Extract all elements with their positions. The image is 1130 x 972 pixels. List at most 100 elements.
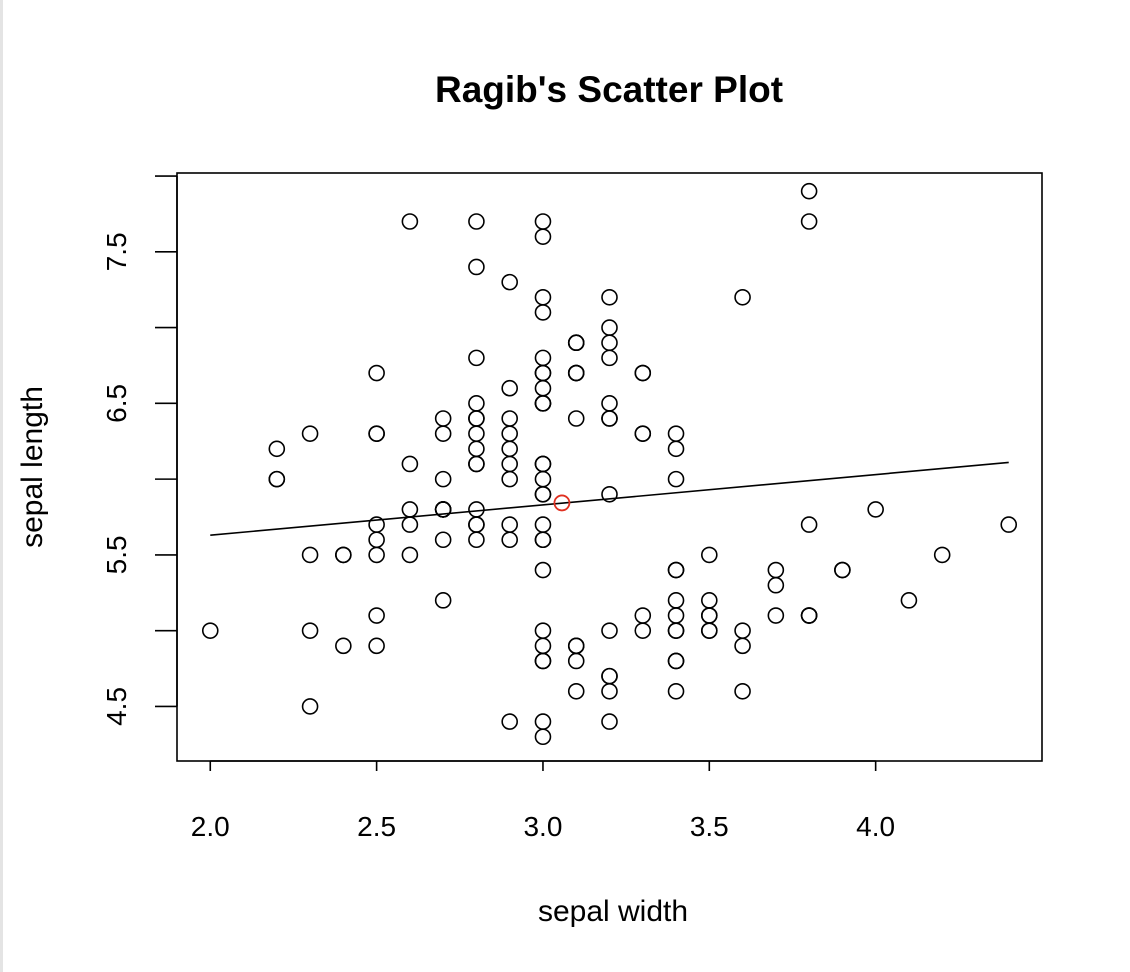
data-point [567, 410, 585, 427]
data-point [933, 546, 951, 564]
x-tick-label: 3.5 [690, 811, 729, 842]
data-point [534, 561, 552, 579]
data-point [534, 637, 552, 655]
data-point [368, 546, 385, 564]
data-point [767, 576, 785, 594]
regression-line [210, 461, 1009, 536]
data-point [468, 516, 485, 533]
data-point [534, 713, 552, 730]
data-point [335, 637, 352, 655]
data-point [534, 228, 552, 245]
data-point [501, 410, 518, 427]
x-tick-label: 3.0 [523, 811, 562, 842]
data-point [800, 607, 818, 624]
data-point [534, 349, 552, 367]
data-point [667, 440, 685, 458]
data-point [800, 213, 818, 230]
data-point [667, 592, 685, 609]
data-point [534, 652, 552, 670]
data-points [201, 182, 1018, 746]
data-point [867, 501, 884, 518]
data-point [667, 622, 685, 639]
data-point [468, 395, 485, 412]
data-point [434, 531, 452, 549]
data-point [434, 470, 452, 488]
plot-frame [176, 172, 1043, 762]
data-point [634, 364, 652, 382]
data-point [601, 395, 618, 412]
data-point [368, 637, 385, 655]
data-point [667, 470, 685, 488]
data-point [701, 622, 718, 639]
data-point [900, 592, 918, 609]
y-axis-label: sepal length [16, 386, 49, 548]
data-point [667, 561, 685, 579]
data-point [634, 425, 652, 442]
y-tick-label: 5.5 [101, 535, 132, 574]
data-point [468, 213, 485, 230]
y-tick-label: 4.5 [101, 687, 132, 726]
data-point [534, 455, 552, 473]
data-point [501, 440, 518, 458]
data-point [534, 288, 552, 306]
data-point [501, 713, 518, 730]
data-point [468, 531, 485, 549]
data-point [368, 531, 385, 549]
data-point [601, 682, 618, 700]
data-point [601, 713, 618, 730]
data-point [368, 425, 385, 442]
x-tick-label: 2.0 [191, 811, 230, 842]
data-point [634, 607, 652, 624]
data-point [800, 182, 818, 200]
data-point [534, 622, 552, 639]
x-tick-label: 4.0 [856, 811, 895, 842]
data-point [468, 501, 485, 518]
data-point [468, 440, 485, 458]
data-point [401, 501, 419, 518]
mean-point [553, 494, 571, 512]
window-left-border [0, 0, 3, 972]
chart-title: Ragib's Scatter Plot [435, 69, 783, 110]
data-point [601, 485, 618, 503]
data-point [534, 213, 552, 230]
data-point [834, 561, 851, 579]
data-point [601, 410, 618, 427]
data-point [601, 667, 618, 685]
data-point [734, 682, 751, 700]
y-tick-label: 6.5 [101, 384, 132, 423]
data-point [767, 561, 785, 579]
data-point [401, 516, 419, 533]
x-axis-label: sepal width [538, 895, 688, 928]
data-point [601, 349, 618, 367]
data-point [368, 364, 385, 382]
data-point [468, 349, 485, 367]
data-point [501, 516, 518, 533]
data-point [701, 592, 718, 609]
data-point [501, 425, 518, 442]
data-point [667, 652, 685, 670]
data-point [701, 607, 718, 624]
data-point [434, 592, 452, 609]
data-point [534, 470, 552, 488]
regression-line-group [210, 461, 1009, 536]
data-point [301, 425, 319, 442]
data-point [667, 607, 685, 624]
data-point [501, 470, 518, 488]
data-point [301, 698, 319, 715]
data-point [368, 516, 385, 533]
data-point [534, 364, 552, 382]
data-point [401, 546, 419, 564]
data-point [734, 622, 751, 639]
data-point [401, 213, 419, 230]
data-point [335, 546, 352, 564]
data-point [301, 622, 319, 639]
y-axis: 4.5 5.5 6.5 7.5 [101, 175, 178, 726]
data-point [601, 334, 618, 352]
data-point [567, 364, 585, 382]
data-point [268, 440, 286, 458]
data-point [601, 622, 618, 639]
data-point [534, 516, 552, 533]
data-point [534, 531, 552, 549]
data-point [434, 410, 452, 427]
